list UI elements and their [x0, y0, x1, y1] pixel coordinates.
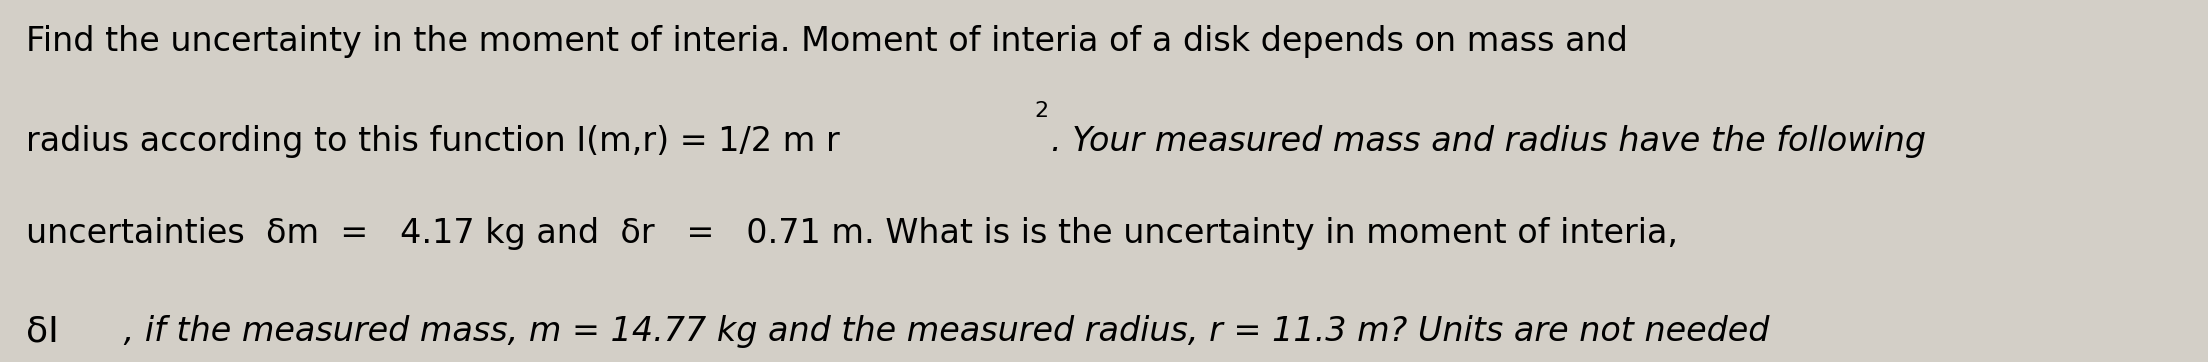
Text: . Your measured mass and radius have the following: . Your measured mass and radius have the… — [1051, 125, 1925, 158]
Text: Find the uncertainty in the moment of interia. Moment of interia of a disk depen: Find the uncertainty in the moment of in… — [26, 25, 1627, 58]
Text: uncertainties  δm  =   4.17 kg and  δr   =   0.71 m. What is is the uncertainty : uncertainties δm = 4.17 kg and δr = 0.71… — [26, 217, 1678, 250]
Text: 2: 2 — [1033, 101, 1049, 121]
Text: δI: δI — [26, 315, 60, 349]
Text: radius according to this function I(m,r) = 1/2 m r: radius according to this function I(m,r)… — [26, 125, 841, 158]
Text: , if the measured mass, m = 14.77 kg and the measured radius, r = 11.3 m? Units : , if the measured mass, m = 14.77 kg and… — [113, 315, 1769, 348]
